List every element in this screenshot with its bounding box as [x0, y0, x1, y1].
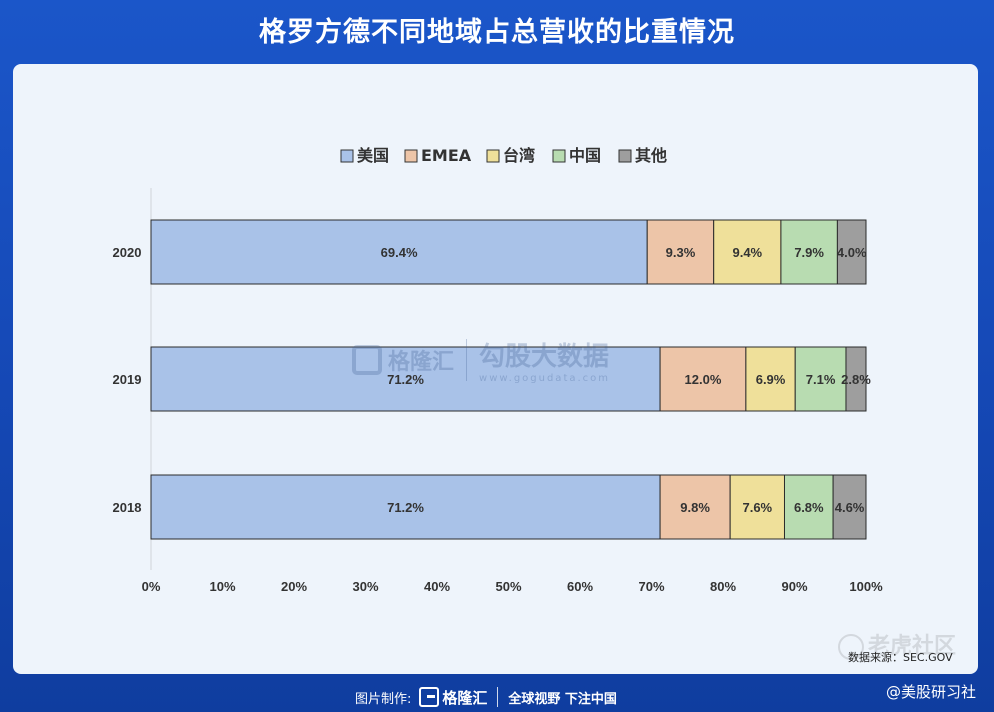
- gelonghui-logo-icon: [419, 687, 440, 707]
- x-axis-ticks: 0% 10% 20% 30% 40% 50% 60% 70% 80% 90% 100%: [142, 579, 883, 594]
- data-label-2018-3: 6.8%: [794, 500, 824, 515]
- bars: 69.4% 9.3% 9.4% 7.9% 4.0% 71.2% 12.0% 6.9% 7.1% 2…: [150, 219, 871, 540]
- y-axis-labels: 2020 2019 2018: [113, 245, 142, 515]
- footer: 图片制作: 格隆汇 全球视野 下注中国: [355, 686, 617, 708]
- watermark-url: www.gogudata.com: [479, 373, 611, 384]
- data-label-2018-1: 9.8%: [680, 500, 710, 515]
- legend: 美国 EMEA 台湾 中国 其他: [340, 146, 667, 165]
- data-label-2020-2: 9.4%: [732, 245, 762, 260]
- data-label-2020-1: 9.3%: [666, 245, 696, 260]
- x-tick-6: 60%: [567, 579, 593, 594]
- footer-brand: 格隆汇: [442, 688, 488, 707]
- x-tick-2: 20%: [281, 579, 307, 594]
- watermark-divider: [466, 339, 468, 381]
- footer-logo: 格隆汇: [419, 687, 487, 708]
- legend-swatch-4: [618, 149, 632, 163]
- credit: @美股研习社: [885, 683, 976, 701]
- legend-swatch-1: [404, 149, 418, 163]
- bar-2019-1: [659, 346, 747, 412]
- stacked-bar-chart: 美国 EMEA 台湾 中国 其他 69.4% 9.3% 9.4% 7.9% 4.0% 71.2% 1…: [113, 146, 884, 594]
- x-tick-3: 30%: [352, 579, 378, 594]
- bar-2018-4: [832, 474, 867, 540]
- x-tick-9: 90%: [781, 579, 807, 594]
- legend-label-1: EMEA: [421, 146, 472, 165]
- data-label-2018-2: 7.6%: [742, 500, 772, 515]
- legend-label-0: 美国: [357, 146, 389, 165]
- watermark-brand: 格隆汇: [388, 350, 455, 375]
- bar-2020-4: [836, 219, 867, 285]
- legend-swatch-2: [486, 149, 500, 163]
- legend-label-3: 中国: [569, 146, 601, 165]
- bar-2018-2: [729, 474, 785, 540]
- x-tick-10: 100%: [849, 579, 883, 594]
- legend-swatch-3: [552, 149, 566, 163]
- y-tick-2019: 2019: [113, 372, 142, 387]
- footer-divider: [497, 687, 499, 707]
- watermark-brand2: 勾股大数据: [479, 342, 610, 372]
- data-label-2018-0: 71.2%: [387, 500, 424, 515]
- bar-2019-0: [150, 346, 661, 412]
- bar-2018-0: [150, 474, 661, 540]
- bar-2020-1: [646, 219, 715, 285]
- watermark: 格隆汇 勾股大数据 www.gogudata.com: [352, 336, 610, 384]
- y-tick-2020: 2020: [113, 245, 142, 260]
- footer-made-by: 图片制作:: [355, 691, 412, 707]
- watermark-logo-icon: [352, 345, 382, 375]
- bar-2018-3: [783, 474, 834, 540]
- data-label-2019-2: 6.9%: [756, 372, 786, 387]
- data-label-2019-1: 12.0%: [685, 372, 722, 387]
- x-tick-7: 70%: [638, 579, 664, 594]
- tiger-logo-icon: [838, 634, 864, 660]
- bar-2020-0: [150, 219, 648, 285]
- data-label-2019-0: 71.2%: [387, 372, 424, 387]
- legend-swatch-0: [340, 149, 354, 163]
- footer-slogan: 全球视野 下注中国: [508, 691, 617, 707]
- x-tick-1: 10%: [209, 579, 235, 594]
- data-label-2020-0: 69.4%: [381, 245, 418, 260]
- data-label-2019-3: 7.1%: [806, 372, 836, 387]
- corner-watermark: 老虎社区: [838, 628, 956, 660]
- x-tick-5: 50%: [495, 579, 521, 594]
- bar-2020-3: [780, 219, 838, 285]
- legend-label-4: 其他: [635, 146, 667, 165]
- data-label-2020-3: 7.9%: [794, 245, 824, 260]
- legend-label-2: 台湾: [503, 146, 535, 165]
- data-label-2020-4: 4.0%: [837, 245, 867, 260]
- bar-2019-2: [745, 346, 796, 412]
- bar-2019-4: [845, 346, 867, 412]
- chart-panel: 美国 EMEA 台湾 中国 其他 69.4% 9.3% 9.4% 7.9% 4.0% 71.2% 1…: [13, 64, 978, 674]
- x-tick-0: 0%: [142, 579, 161, 594]
- y-tick-2018: 2018: [113, 500, 142, 515]
- data-label-2018-4: 4.6%: [835, 500, 865, 515]
- data-source: 数据来源：SEC.GOV: [848, 651, 953, 664]
- data-label-2019-4: 2.8%: [841, 372, 871, 387]
- x-tick-4: 40%: [424, 579, 450, 594]
- bar-2020-2: [713, 219, 782, 285]
- bar-2019-3: [794, 346, 847, 412]
- x-tick-8: 80%: [710, 579, 736, 594]
- page-title: 格罗方德不同地域占总营收的比重情况: [259, 17, 735, 48]
